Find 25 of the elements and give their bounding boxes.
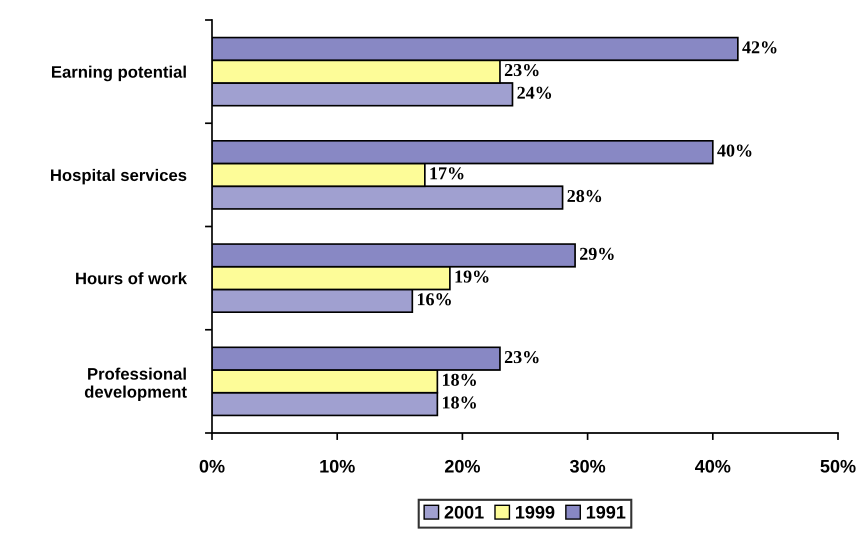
data-label: 17% xyxy=(430,167,464,180)
data-label: 28% xyxy=(567,190,602,202)
data-label: 23% xyxy=(504,64,539,76)
x-tick-label: 30% xyxy=(570,460,606,473)
data-label: 19% xyxy=(455,270,488,283)
legend-label: 1999 xyxy=(516,506,554,519)
data-label: 16% xyxy=(418,293,451,306)
data-label: 18% xyxy=(442,374,476,386)
data-label: 42% xyxy=(742,41,776,54)
y-tick-label: Professional development xyxy=(84,368,187,402)
y-tick-label: Hours of work xyxy=(76,272,188,284)
x-tick-label: 20% xyxy=(444,460,480,473)
data-label: 18% xyxy=(442,396,476,409)
legend-label: 1991 xyxy=(586,506,626,519)
x-tick-label: 0% xyxy=(200,460,225,473)
data-label: 40% xyxy=(717,144,752,157)
data-label: 23% xyxy=(504,350,539,364)
y-tick-label: Earning potential xyxy=(52,66,186,82)
legend-label: 2001 xyxy=(444,506,484,519)
x-tick-label: 50% xyxy=(820,460,856,473)
x-tick-label: 40% xyxy=(695,460,730,473)
x-tick-label: 10% xyxy=(320,460,355,473)
y-tick-label: Hospital services xyxy=(51,168,186,184)
data-label: 24% xyxy=(517,86,552,99)
data-label: 29% xyxy=(580,248,614,260)
